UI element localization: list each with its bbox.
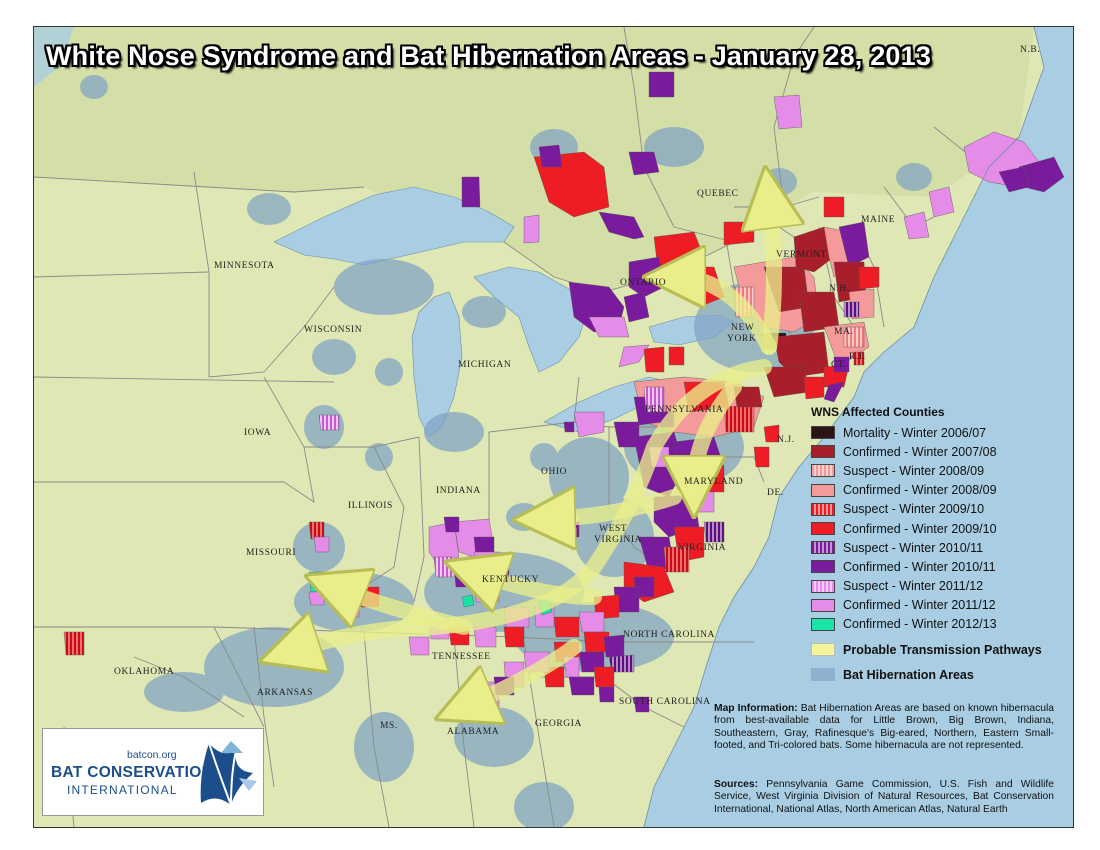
label-nh: N.H. bbox=[829, 284, 850, 294]
label-nb: N.B. bbox=[1020, 45, 1041, 55]
lake-huron bbox=[473, 266, 590, 373]
map-information: Map Information: Bat Hibernation Areas a… bbox=[714, 703, 1054, 753]
map-title: White Nose Syndrome and Bat Hibernation … bbox=[46, 41, 932, 71]
map-info-heading: Map Information: bbox=[714, 703, 798, 714]
label-ma: Ma. bbox=[834, 327, 854, 337]
bat-wing-icon bbox=[200, 741, 257, 806]
label-ri: R.I. bbox=[849, 352, 866, 362]
lake-michigan bbox=[411, 291, 463, 438]
label-alabama: Alabama bbox=[447, 727, 500, 737]
transmission-pathways bbox=[289, 197, 774, 707]
hibernation-swatch bbox=[811, 668, 835, 682]
legend-swatch bbox=[811, 579, 835, 593]
label-west: West bbox=[599, 524, 628, 534]
legend-label: Confirmed - Winter 2012/13 bbox=[843, 617, 997, 632]
legend-items: Mortality - Winter 2006/07 Confirmed - Wi… bbox=[811, 423, 1073, 634]
legend-label: Suspect - Winter 2008/09 bbox=[843, 463, 985, 478]
legend-swatch bbox=[811, 541, 835, 555]
legend-swatch bbox=[811, 598, 835, 612]
legend-row: Confirmed - Winter 2007/08 bbox=[811, 442, 1073, 461]
legend-label-hibernation: Bat Hibernation Areas bbox=[843, 667, 974, 682]
label-nj: N.J. bbox=[777, 435, 795, 445]
legend-label: Confirmed - Winter 2008/09 bbox=[843, 483, 997, 498]
legend-row: Confirmed - Winter 2010/11 bbox=[811, 557, 1073, 576]
label-ct: Ct. bbox=[831, 360, 847, 370]
legend-row-pathways: Probable Transmission Pathways bbox=[811, 640, 1073, 659]
label-kentucky: Kentucky bbox=[482, 575, 540, 585]
label-west-virginia: Virginia bbox=[594, 535, 643, 545]
legend-label: Suspect - Winter 2009/10 bbox=[843, 502, 985, 517]
label-illinois: Illinois bbox=[348, 501, 393, 511]
legend-label: Suspect - Winter 2011/12 bbox=[843, 579, 984, 594]
label-maryland: Maryland bbox=[684, 477, 744, 487]
logo-line1: BAT CONSERVATION bbox=[51, 764, 214, 781]
label-ontario: Ontario bbox=[620, 278, 667, 288]
legend-row: Suspect - Winter 2011/12 bbox=[811, 577, 1073, 596]
label-arkansas: Arkansas bbox=[257, 688, 314, 698]
legend-row-hibernation: Bat Hibernation Areas bbox=[811, 665, 1073, 684]
legend-row: Mortality - Winter 2006/07 bbox=[811, 423, 1073, 442]
legend-swatch bbox=[811, 522, 835, 536]
label-oklahoma: Oklahoma bbox=[114, 667, 175, 677]
label-tennessee: Tennessee bbox=[432, 652, 491, 662]
label-north-carolina: North Carolina bbox=[623, 630, 716, 640]
label-new: New bbox=[731, 323, 755, 333]
legend-swatch bbox=[811, 445, 835, 459]
legend-label: Confirmed - Winter 2009/10 bbox=[843, 521, 997, 536]
legend-label: Mortality - Winter 2006/07 bbox=[843, 425, 987, 440]
legend-row: Confirmed - Winter 2009/10 bbox=[811, 519, 1073, 538]
label-south-carolina: South Carolina bbox=[619, 697, 711, 707]
legend-swatch bbox=[811, 560, 835, 574]
legend-row: Suspect - Winter 2010/11 bbox=[811, 538, 1073, 557]
label-indiana: Indiana bbox=[436, 486, 481, 496]
legend-swatch bbox=[811, 617, 835, 631]
label-wisconsin: Wisconsin bbox=[304, 325, 363, 335]
label-georgia: Georgia bbox=[535, 719, 582, 729]
label-missouri: Missouri bbox=[246, 548, 297, 558]
legend-label: Confirmed - Winter 2011/12 bbox=[843, 598, 996, 613]
legend-row: Confirmed - Winter 2008/09 bbox=[811, 481, 1073, 500]
pathway-swatch bbox=[811, 643, 835, 657]
map-info-text: Bat Hibernation Areas are based on known… bbox=[714, 703, 1054, 752]
label-de: De. bbox=[767, 488, 784, 498]
logo-line2: INTERNATIONAL bbox=[67, 783, 178, 797]
map-legend: WNS Affected Counties Mortality - Winter… bbox=[811, 405, 1073, 684]
label-quebec: Quebec bbox=[697, 189, 739, 199]
map-frame: White Nose Syndrome and Bat Hibernation … bbox=[33, 26, 1074, 828]
label-michigan: Michigan bbox=[458, 360, 512, 370]
legend-swatch bbox=[811, 464, 835, 478]
sources: Sources: Pennsylvania Game Commission, U… bbox=[714, 779, 1054, 816]
legend-label: Confirmed - Winter 2007/08 bbox=[843, 444, 997, 459]
legend-title: WNS Affected Counties bbox=[811, 405, 945, 419]
legend-label-pathways: Probable Transmission Pathways bbox=[843, 642, 1042, 657]
sources-heading: Sources: bbox=[714, 779, 759, 790]
label-york: York bbox=[727, 334, 757, 344]
logo-url: batcon.org bbox=[127, 749, 177, 761]
label-maine: Maine bbox=[861, 215, 896, 225]
sources-text: Pennsylvania Game Commission, U.S. Fish … bbox=[714, 779, 1054, 815]
legend-label: Confirmed - Winter 2010/11 bbox=[843, 559, 996, 574]
map-canvas bbox=[34, 27, 1065, 827]
legend-swatch bbox=[811, 426, 835, 440]
lake-winnipeg-edge bbox=[34, 27, 74, 87]
legend-swatch bbox=[811, 502, 835, 516]
legend-label: Suspect - Winter 2010/11 bbox=[843, 540, 984, 555]
label-virginia: Virginia bbox=[678, 543, 727, 553]
legend-row: Suspect - Winter 2009/10 bbox=[811, 500, 1073, 519]
label-pennsylvania: Pennsylvania bbox=[645, 405, 724, 415]
label-vermont: Vermont bbox=[776, 250, 828, 260]
legend-row: Suspect - Winter 2008/09 bbox=[811, 461, 1073, 480]
legend-row: Confirmed - Winter 2012/13 bbox=[811, 615, 1073, 634]
label-iowa: Iowa bbox=[244, 428, 272, 438]
label-minnesota: Minnesota bbox=[214, 261, 275, 271]
label-ms: Ms. bbox=[380, 721, 398, 731]
legend-row: Confirmed - Winter 2011/12 bbox=[811, 596, 1073, 615]
label-ohio: Ohio bbox=[541, 467, 568, 477]
bci-logo: batcon.org BAT CONSERVATION INTERNATIONA… bbox=[42, 728, 264, 816]
legend-swatch bbox=[811, 483, 835, 497]
